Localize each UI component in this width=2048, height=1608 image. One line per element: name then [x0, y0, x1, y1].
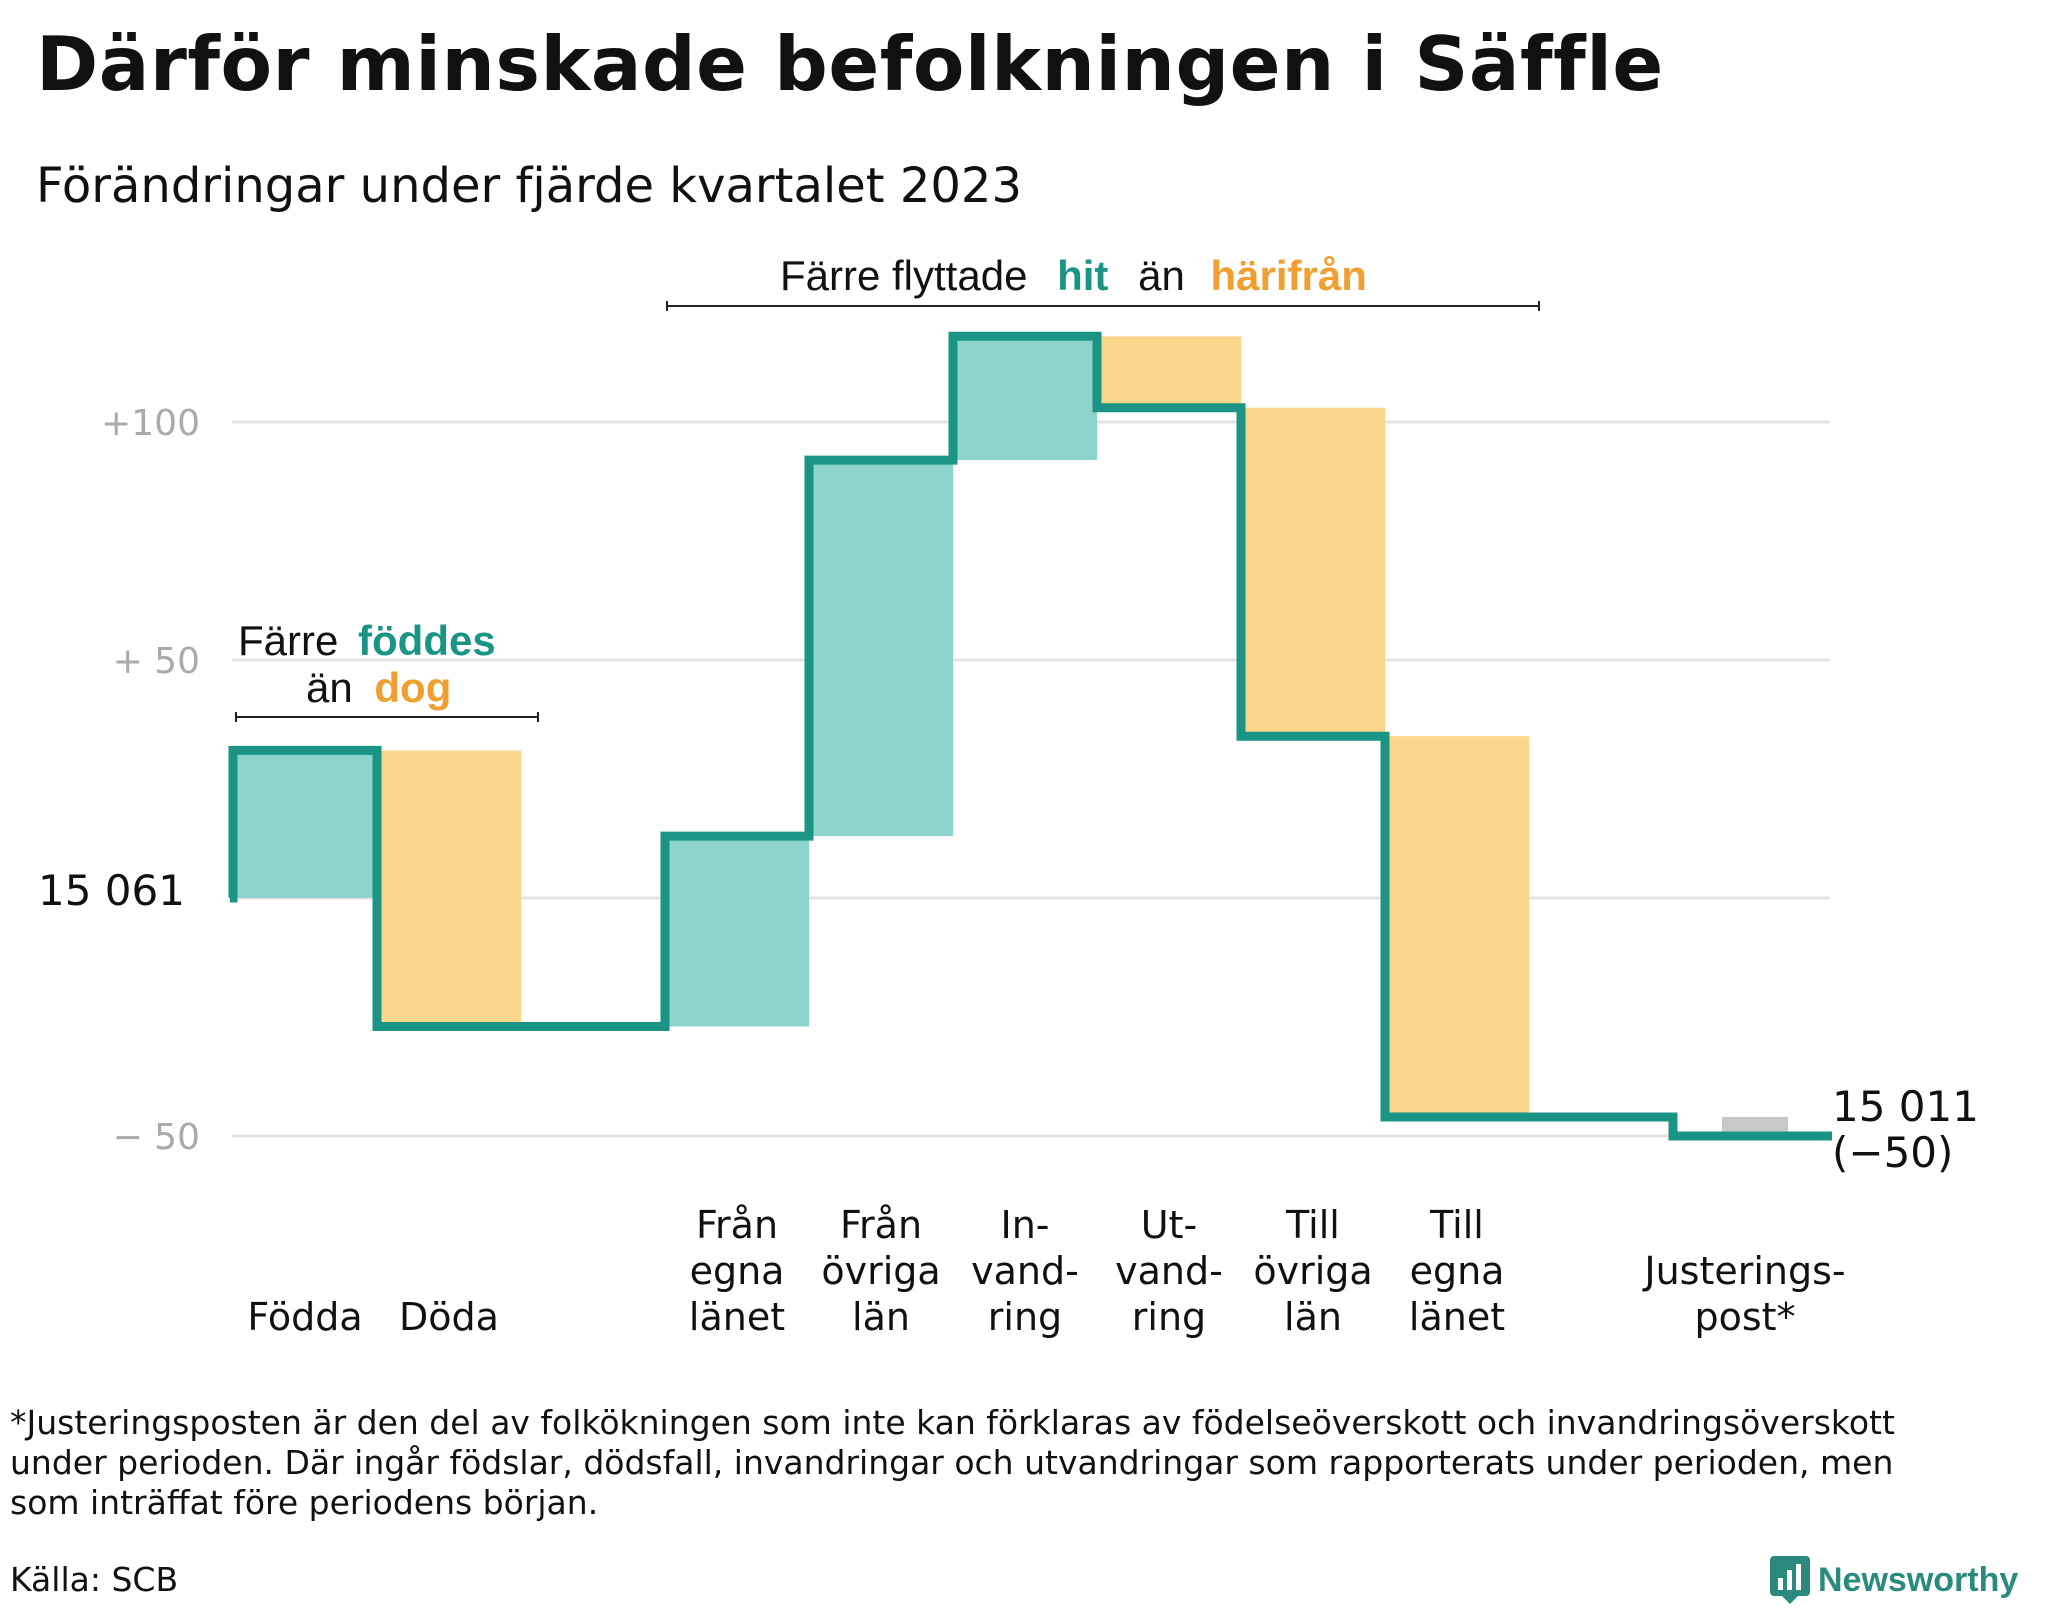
bar-increase	[809, 460, 953, 837]
brand-name: Newsworthy	[1818, 1560, 2019, 1599]
bar-decrease	[1097, 336, 1241, 408]
category-label: post*	[1694, 1295, 1795, 1339]
newsworthy-logo-icon	[1770, 1556, 1810, 1604]
annotation-highlight-harifran: härifrån	[1210, 252, 1366, 299]
annotation-prefix: Färre	[238, 617, 338, 664]
source-label: Källa: SCB	[10, 1560, 179, 1599]
svg-text:än dog: än dog	[306, 664, 451, 711]
chart-title: Därför minskade befolkningen i Säffle	[36, 20, 1664, 108]
bar-adjustment	[1722, 1116, 1788, 1136]
category-label: Till	[1285, 1203, 1340, 1247]
bar-decrease	[377, 750, 521, 1027]
category-label: egna	[1410, 1249, 1505, 1293]
bar-decrease	[1385, 736, 1529, 1117]
y-tick-label: + 50	[113, 641, 200, 682]
annotation-bracket	[666, 301, 1540, 311]
chart-subtitle: Förändringar under fjärde kvartalet 2023	[36, 158, 1022, 214]
category-label: vand-	[1115, 1249, 1223, 1293]
waterfall-chart: +100+ 50− 50 Födda DödaFrånegnalänetFrånö…	[38, 252, 1979, 1339]
category-label: ring	[1132, 1295, 1206, 1339]
category-label: Döda	[399, 1295, 499, 1339]
y-axis-ticks: +100 + 50 − 50	[101, 403, 200, 1158]
bar-increase	[233, 750, 377, 898]
y-tick-label: − 50	[113, 1117, 200, 1158]
category-label: vand-	[971, 1249, 1079, 1293]
svg-text:Färre föddes: Färre föddes	[238, 617, 496, 664]
bar-increase	[953, 336, 1097, 461]
annotation-bracket	[235, 712, 539, 722]
annotation-highlight-hit: hit	[1057, 252, 1108, 299]
bar-decrease	[1241, 407, 1385, 737]
start-value-label: 15 061	[38, 866, 185, 915]
annotation-births-deaths: Färre föddes än dog	[235, 617, 539, 722]
category-label: Till	[1429, 1203, 1484, 1247]
bars	[233, 336, 1788, 1136]
category-label: länet	[689, 1295, 785, 1339]
category-label: län	[1284, 1295, 1342, 1339]
category-label: övriga	[821, 1249, 940, 1293]
category-label: län	[852, 1295, 910, 1339]
category-label: In-	[1000, 1203, 1049, 1247]
category-label: Ut-	[1141, 1203, 1197, 1247]
annotation-highlight-born: föddes	[358, 617, 496, 664]
end-change-label: (−50)	[1832, 1128, 1953, 1177]
annotation-migration: Färre flyttade hit än härifrån	[666, 252, 1540, 311]
category-label: Födda	[247, 1295, 362, 1339]
footnote: *Justeringsposten är den del av folkökni…	[10, 1403, 1895, 1522]
category-label: egna	[690, 1249, 785, 1293]
category-label: Från	[840, 1203, 922, 1247]
end-value-label: 15 011	[1832, 1082, 1979, 1131]
annotation-highlight-died: dog	[374, 664, 451, 711]
category-label: övriga	[1253, 1249, 1372, 1293]
annotation-prefix: Färre flyttade	[780, 252, 1027, 299]
running-total-line	[228, 331, 1832, 1141]
category-label: länet	[1409, 1295, 1505, 1339]
annotation-middle: än	[1138, 252, 1185, 299]
y-tick-label: +100	[101, 403, 200, 444]
bar-increase	[665, 836, 809, 1027]
category-label: Från	[696, 1203, 778, 1247]
brand-logo: Newsworthy	[1770, 1552, 2018, 1608]
svg-text:Färre flyttade hit: Färre flyttade hit än härifrån	[780, 252, 1367, 299]
category-label: Justerings-	[1642, 1249, 1845, 1293]
annotation-middle: än	[306, 664, 353, 711]
category-labels: Födda DödaFrånegnalänetFrånövrigalänIn-va…	[247, 1203, 1845, 1339]
category-label: ring	[988, 1295, 1062, 1339]
